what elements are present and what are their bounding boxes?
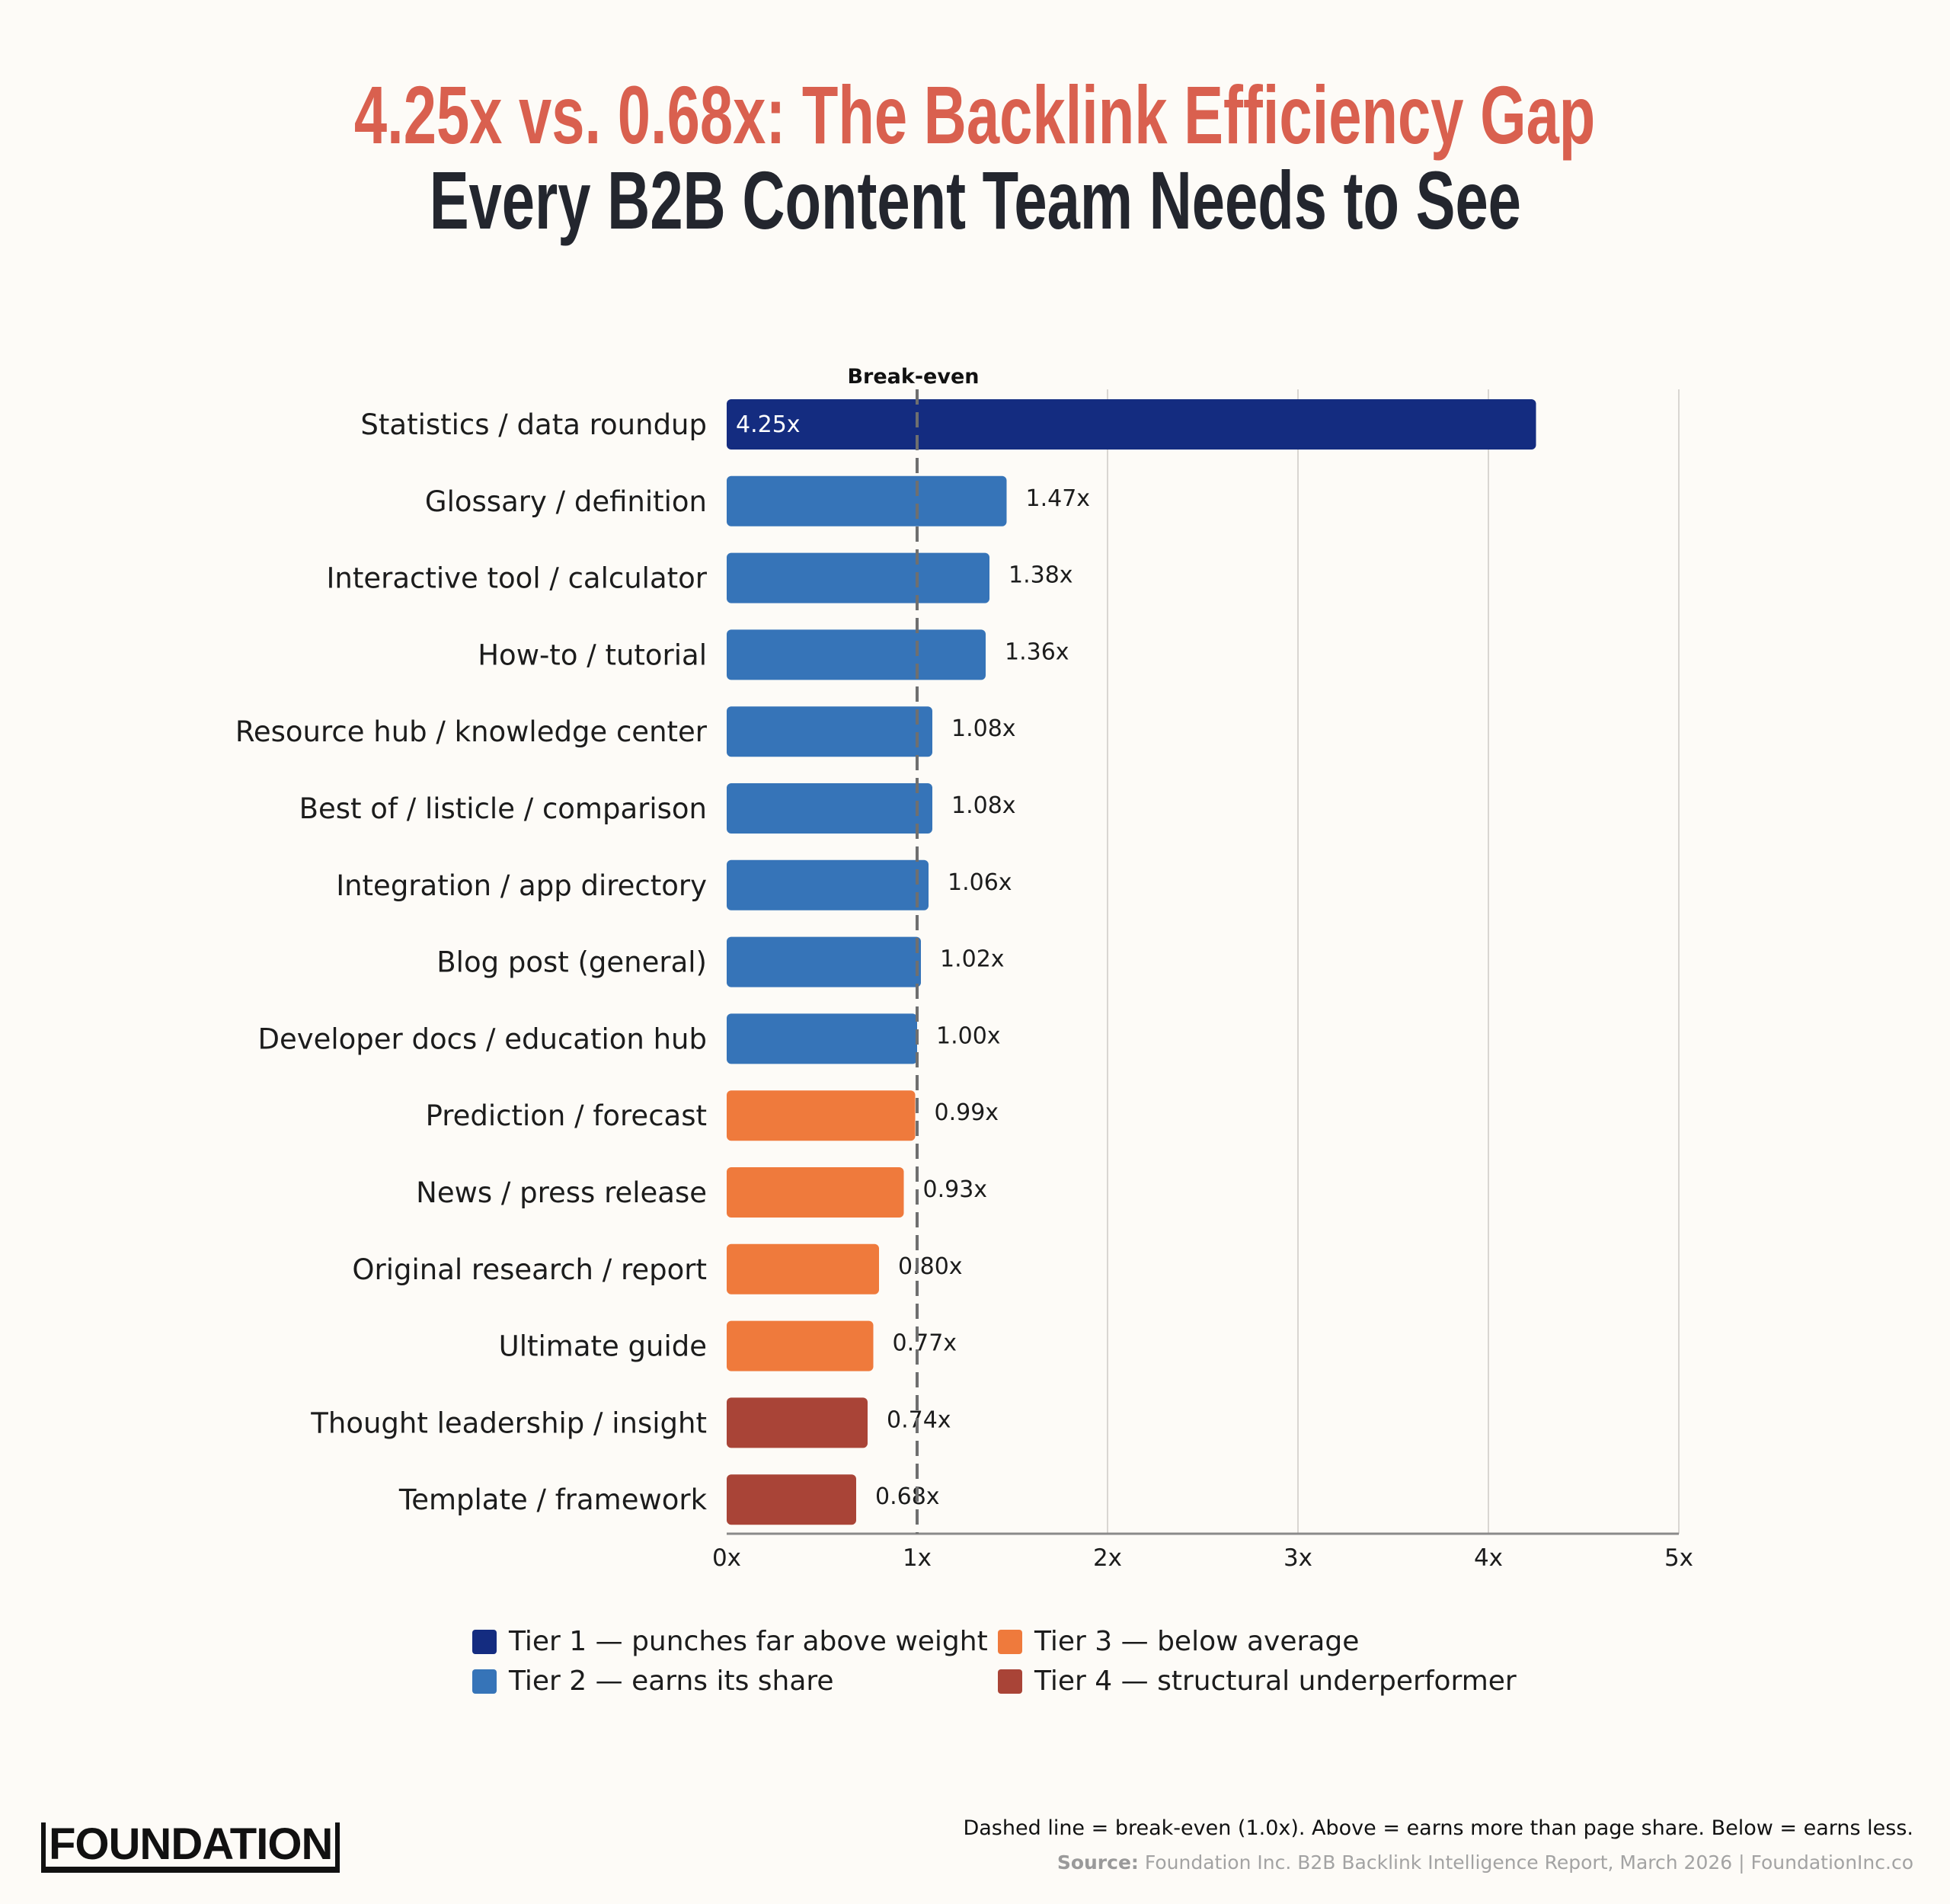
bar [727,936,921,987]
data-label: 1.36x [1005,638,1069,665]
x-tick-label: 4x [1474,1544,1503,1572]
bar [727,1243,879,1294]
data-label: 4.25x [736,411,801,438]
x-tick-label: 0x [712,1544,741,1572]
bar-chart: 0x 1x 2x 3x 4x 5x Statistics / data roundup 4.2… [235,365,1693,1572]
chart-title: 4.25x vs. 0.68x: The Backlink Efficiency… [354,69,1596,161]
legend-swatch [998,1669,1022,1694]
category-label: Developer docs / education hub [257,1022,707,1055]
category-label: Interactive tool / calculator [326,562,707,595]
category-label: Blog post (general) [436,946,707,979]
foundation-logo: FOUNDATION [41,1822,340,1873]
data-label: 1.47x [1026,485,1091,512]
bar [727,1397,868,1448]
category-label: Statistics / data roundup [360,408,707,441]
data-label: 1.08x [951,715,1016,742]
bar [727,1167,904,1218]
data-label: 0.99x [935,1099,999,1126]
category-label: Ultimate guide [499,1330,707,1363]
chart-subtitle: Every B2B Content Team Needs to See [429,154,1521,246]
category-label: How-to / tutorial [478,638,707,671]
bar [727,1090,916,1141]
category-label: Best of / listicle / comparison [299,792,707,825]
category-label: Prediction / forecast [426,1099,707,1132]
footnote: Dashed line = break-even (1.0x). Above =… [963,1816,1913,1840]
data-label: 1.00x [936,1022,1001,1049]
source-line: Source: Foundation Inc. B2B Backlink Int… [1057,1851,1913,1874]
bar [727,629,986,680]
x-tick-label: 5x [1664,1544,1693,1572]
x-tick-label: 1x [903,1544,932,1572]
data-label: 0.77x [893,1330,957,1357]
category-label: Resource hub / knowledge center [235,715,708,748]
category-label: Glossary / definition [425,485,707,518]
bar [727,783,932,834]
category-label: Thought leadership / insight [310,1406,707,1439]
data-label: 1.08x [951,792,1016,819]
bar [727,1320,874,1371]
bar [727,475,1007,526]
bar [727,859,929,910]
data-label: 0.68x [875,1483,940,1510]
legend-tier-1: Tier 1 — punches far above weight [472,1626,988,1657]
data-label: 1.06x [948,869,1012,896]
legend-tier-2: Tier 2 — earns its share [472,1666,834,1697]
bar [727,706,932,757]
legend-swatch [998,1629,1022,1654]
legend-swatch [472,1629,497,1654]
category-label: News / press release [416,1176,707,1209]
x-tick-label: 3x [1283,1544,1312,1572]
bar [727,552,989,603]
bar [727,1013,917,1064]
bar [727,1474,856,1525]
data-label: 0.80x [898,1253,963,1280]
category-label: Template / framework [398,1483,708,1516]
category-label: Original research / report [352,1253,707,1286]
legend-swatch [472,1669,497,1694]
data-label: 1.02x [940,946,1005,973]
bar [727,399,1536,450]
x-tick-label: 2x [1093,1544,1122,1572]
legend-tier-3: Tier 3 — below average [998,1626,1359,1657]
legend-tier-4: Tier 4 — structural underperformer [998,1666,1517,1697]
data-label: 0.93x [923,1176,988,1203]
data-label: 1.38x [1009,562,1073,589]
break-even-label: Break-even [847,365,979,389]
category-label: Integration / app directory [336,869,707,902]
data-label: 0.74x [887,1406,951,1433]
